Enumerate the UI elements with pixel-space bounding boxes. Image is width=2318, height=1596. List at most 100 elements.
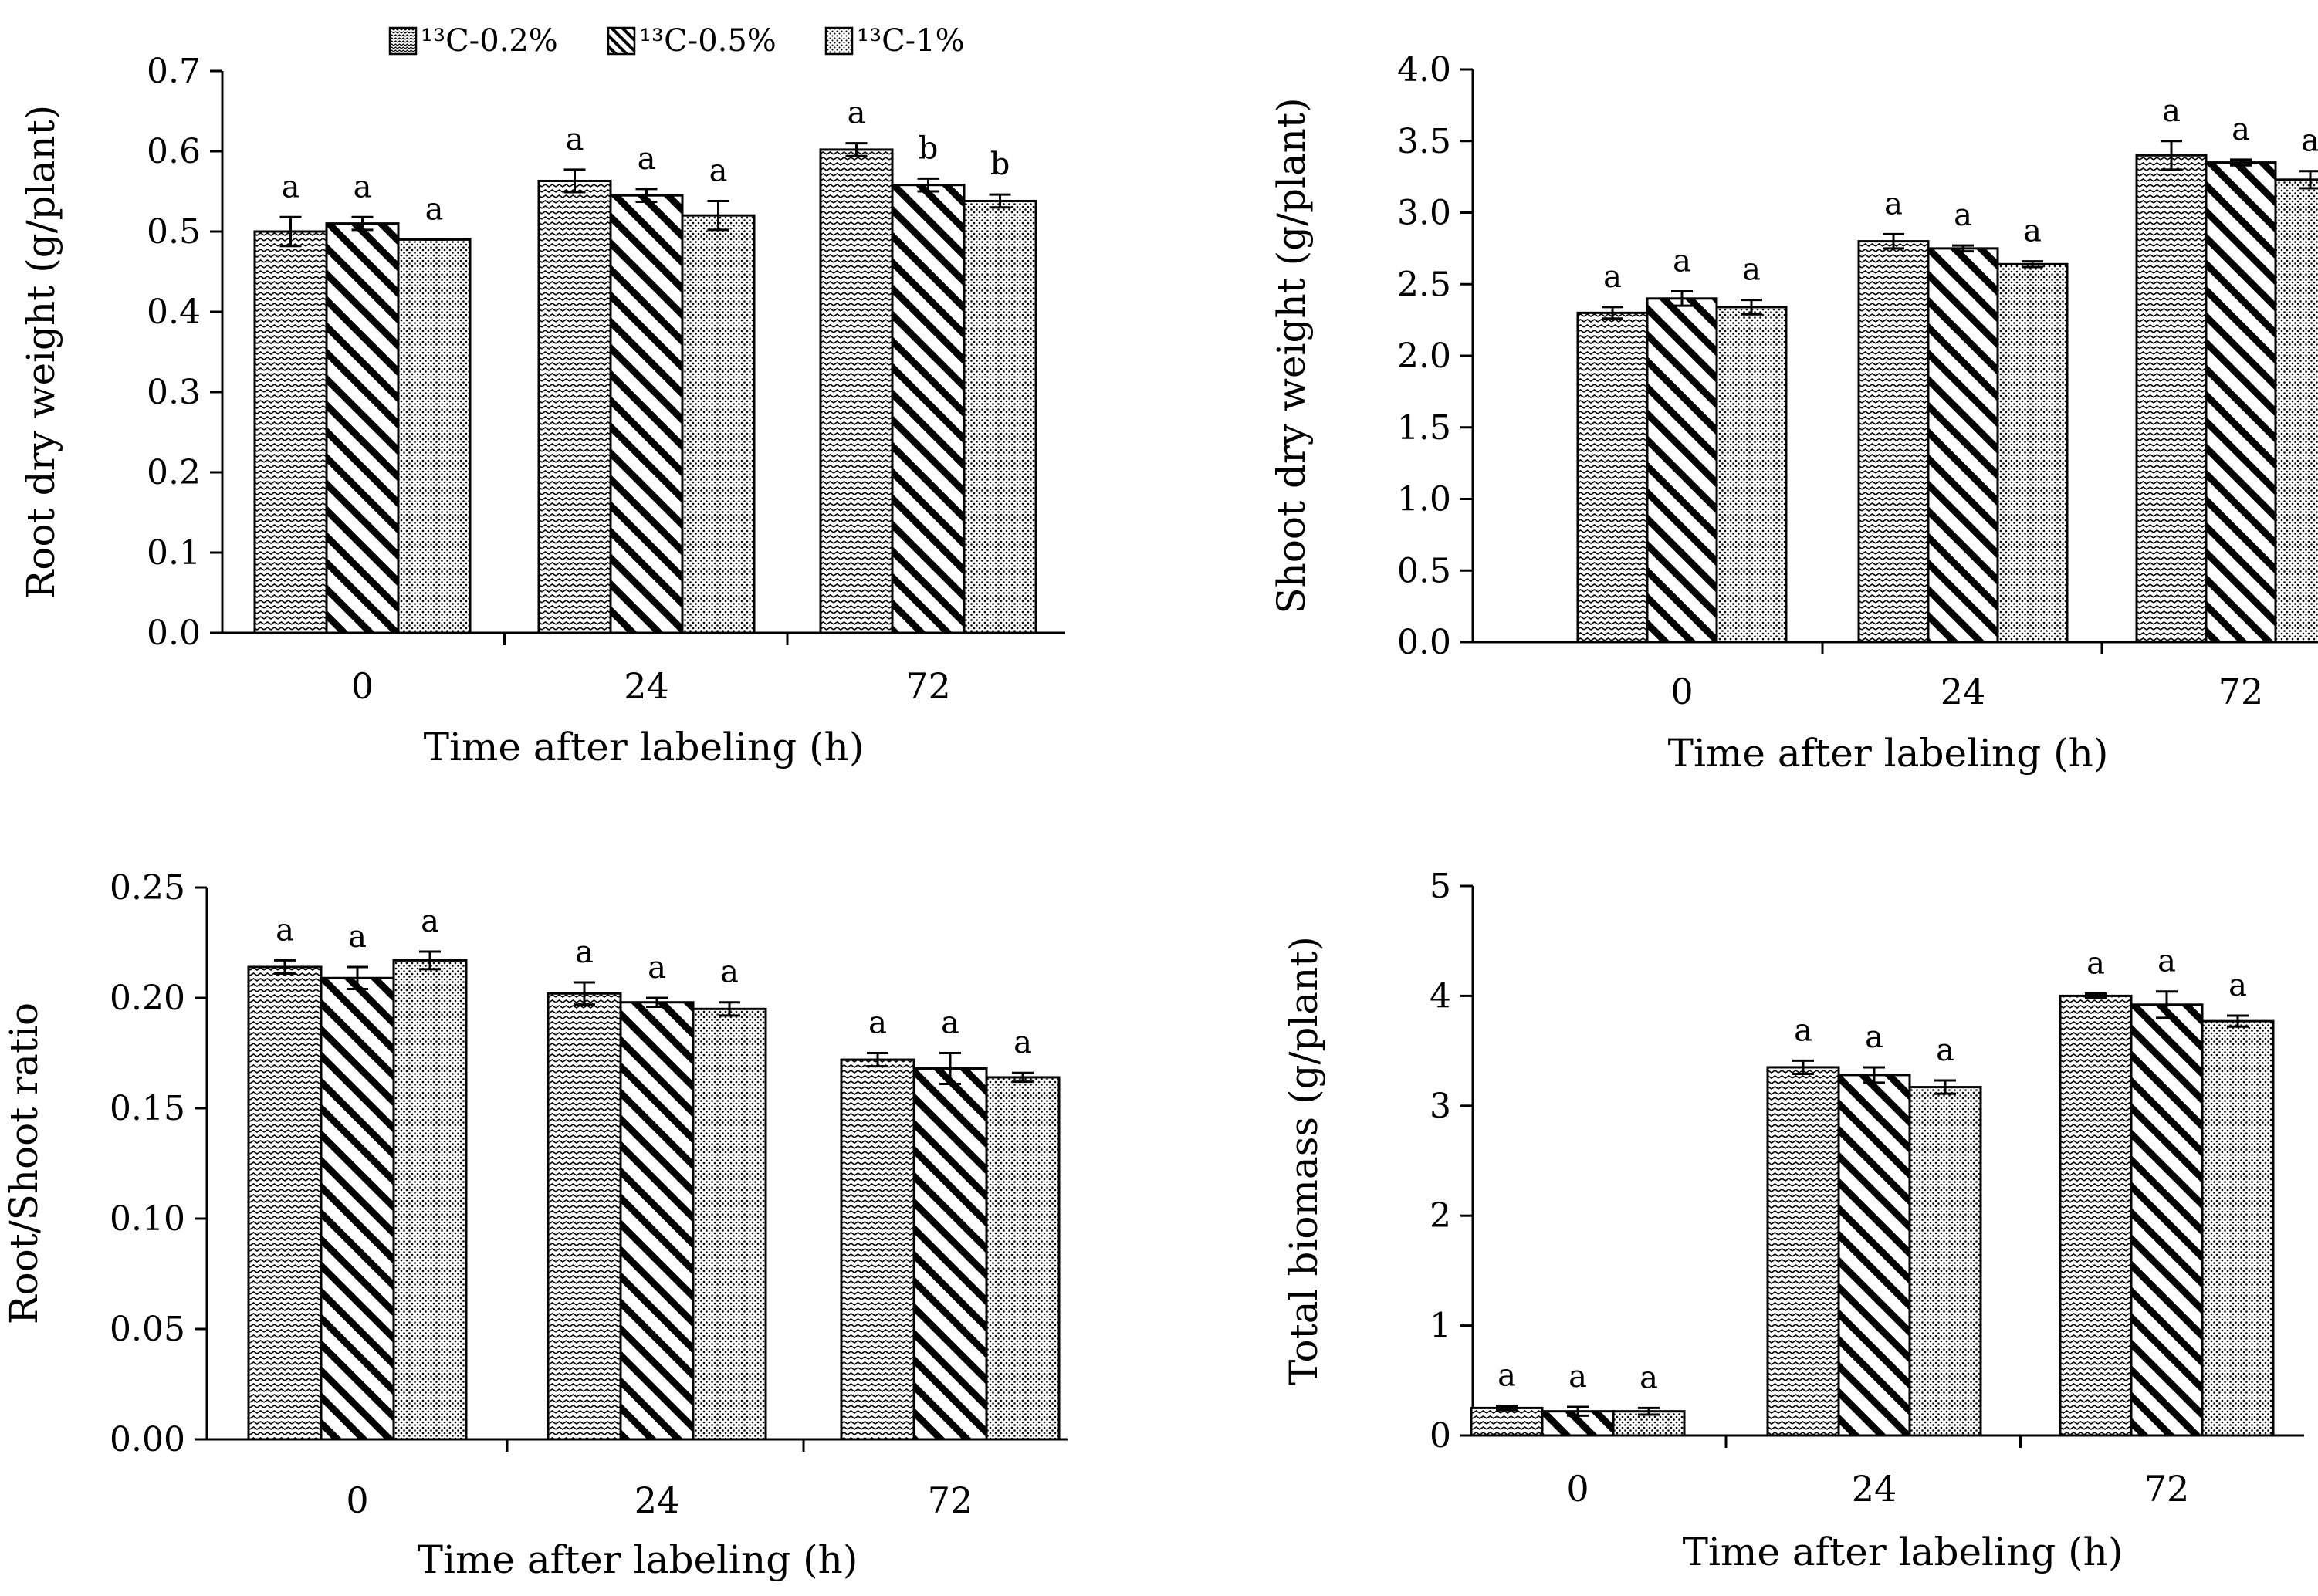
y-axis-label: Total biomass (g/plant) <box>1281 936 1326 1385</box>
significance-letter: a <box>421 904 439 939</box>
bar-series-1pct <box>2274 178 2318 644</box>
legend-label: ¹³C-0.5% <box>639 23 777 59</box>
y-tick-label: 0.7 <box>147 52 201 91</box>
bar-series-0-2pct <box>1766 1066 1840 1437</box>
bar-series-1pct <box>392 959 468 1441</box>
significance-letter: a <box>941 1006 959 1041</box>
x-tick-label: 0 <box>346 1479 368 1521</box>
bar-series-0-5pct <box>891 184 966 634</box>
y-tick-label: 1.5 <box>1397 408 1451 448</box>
significance-letter: a <box>1936 1033 1954 1068</box>
significance-letter: a <box>709 153 728 188</box>
bar-series-1pct <box>963 199 1037 634</box>
bar-series-1pct <box>2201 1019 2275 1437</box>
legend-swatch <box>824 26 854 56</box>
significance-letter: a <box>2157 944 2176 979</box>
y-tick-label: 0.15 <box>110 1089 185 1128</box>
bar-series-0-5pct <box>325 222 400 634</box>
y-tick-label: 1.0 <box>1397 480 1451 519</box>
bar-series-0-2pct <box>1576 311 1649 644</box>
legend-label: ¹³C-1% <box>857 23 965 59</box>
y-tick-label: 0.5 <box>1397 551 1451 590</box>
bar-series-0-5pct <box>1837 1074 1911 1437</box>
legend: ¹³C-0.2% ¹³C-0.5% ¹³C-1% <box>388 23 965 59</box>
significance-letter: a <box>575 935 594 970</box>
significance-letter: b <box>990 147 1010 182</box>
significance-letter: a <box>1884 186 1903 221</box>
bar-series-1pct <box>681 214 756 634</box>
significance-letter: a <box>2162 93 2181 129</box>
y-tick-label: 0 <box>1430 1416 1451 1456</box>
y-tick-label: 4 <box>1430 976 1451 1016</box>
x-tick-label: 24 <box>624 665 669 707</box>
significance-letter: a <box>1640 1360 1658 1395</box>
x-tick-label: 0 <box>1566 1468 1589 1510</box>
significance-letter: a <box>1013 1025 1032 1060</box>
legend-item: ¹³C-1% <box>824 23 965 59</box>
significance-letter: a <box>1794 1013 1812 1048</box>
y-tick-label: 0.00 <box>110 1420 185 1459</box>
y-tick-label: 4.0 <box>1397 50 1451 90</box>
legend-swatch <box>607 26 636 56</box>
bar-series-1pct <box>1996 262 2069 644</box>
y-tick-label: 0.0 <box>147 614 201 653</box>
y-tick-label: 2.0 <box>1397 336 1451 376</box>
y-tick-label: 3 <box>1430 1087 1451 1126</box>
significance-letter: a <box>638 141 656 177</box>
significance-letter: a <box>1742 252 1761 288</box>
bar-series-0-5pct <box>1646 297 1718 644</box>
bar-series-0-2pct <box>247 965 323 1441</box>
bar-series-0-2pct <box>547 992 622 1441</box>
x-tick-label: 0 <box>351 665 374 707</box>
bar-series-0-2pct <box>2059 994 2133 1437</box>
x-tick-label: 72 <box>905 665 951 707</box>
x-axis-label: Time after labeling (h) <box>1668 731 2109 776</box>
chart-panel-root-dry-weight: 0.0 0.1 0.2 0.3 0.4 0.5 0.6 0.7 0 24 72 a a a a a b a a b Ti… <box>19 52 1065 769</box>
bar-series-0-5pct <box>619 1001 695 1441</box>
significance-letter: a <box>1497 1358 1516 1394</box>
significance-letter: a <box>1865 1019 1883 1055</box>
y-tick-label: 3.0 <box>1397 194 1451 233</box>
x-tick-label: 24 <box>1941 671 1986 712</box>
significance-letter: a <box>2086 946 2105 982</box>
legend-swatch <box>388 26 418 56</box>
x-tick-label: 72 <box>928 1479 973 1521</box>
significance-letter: a <box>2228 968 2247 1003</box>
bar-series-1pct <box>985 1076 1061 1441</box>
chart-panel-total-biomass: 0 1 2 3 4 5 0 24 72 a a a a a a a a a Time after labeling … <box>1281 867 2304 1574</box>
y-tick-label: 0.1 <box>147 533 201 573</box>
bar-series-0-5pct <box>912 1067 988 1441</box>
bar-series-0-2pct <box>840 1058 915 1441</box>
bar-series-1pct <box>1715 306 1788 644</box>
significance-letter: a <box>348 919 367 955</box>
chart-panel-root-shoot-ratio: 0.00 0.05 0.10 0.15 0.20 0.25 0 24 72 a a a a a a a a a Ti… <box>2 868 1068 1582</box>
y-tick-label: 3.5 <box>1397 122 1451 161</box>
y-tick-label: 0.25 <box>110 868 185 908</box>
bar-series-1pct <box>397 238 472 634</box>
y-tick-label: 0.0 <box>1397 623 1451 662</box>
bar-series-0-5pct <box>320 976 395 1441</box>
y-tick-label: 0.05 <box>110 1310 185 1349</box>
bar-series-0-2pct <box>2135 154 2208 644</box>
significance-letter: a <box>2232 112 2250 147</box>
x-tick-label: 72 <box>2144 1468 2190 1510</box>
legend-item: ¹³C-0.5% <box>607 23 777 59</box>
significance-letter: a <box>848 96 866 131</box>
significance-letter: b <box>919 130 939 166</box>
y-tick-label: 0.5 <box>147 212 201 252</box>
y-axis-label: Root dry weight (g/plant) <box>19 105 63 599</box>
significance-letter: a <box>1673 244 1691 279</box>
x-tick-label: 24 <box>1852 1468 1897 1510</box>
x-axis-label: Time after labeling (h) <box>424 725 865 769</box>
x-axis-label: Time after labeling (h) <box>418 1537 858 1582</box>
significance-letter: a <box>276 912 294 948</box>
significance-letter: a <box>354 169 372 205</box>
y-tick-label: 2.5 <box>1397 265 1451 304</box>
y-axis-label: Shoot dry weight (g/plant) <box>1269 97 1314 614</box>
x-tick-label: 0 <box>1670 671 1693 712</box>
significance-letter: a <box>2023 214 2042 249</box>
y-tick-label: 2 <box>1430 1196 1451 1236</box>
bar-series-0-2pct <box>819 148 894 634</box>
y-tick-label: 0.2 <box>147 453 201 492</box>
